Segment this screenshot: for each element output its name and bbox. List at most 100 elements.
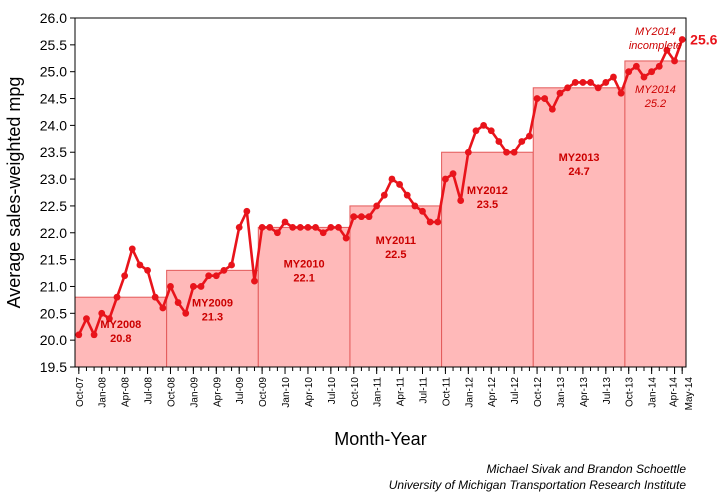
mpg-point — [403, 191, 411, 199]
x-tick-label: Jan-11 — [373, 377, 384, 407]
x-tick-label: Oct-10 — [350, 377, 361, 407]
model-year-bar — [624, 60, 687, 368]
mpg-point — [579, 79, 587, 86]
x-tick-label: Apr-12 — [487, 377, 498, 407]
credit-authors: Michael Sivak and Brandon Schoettle — [486, 462, 686, 476]
mpg-point — [136, 261, 144, 269]
mpg-point — [258, 224, 266, 231]
y-tick-label: 25.5 — [40, 37, 67, 53]
model-year-bar — [532, 87, 626, 368]
x-tick-label: Jan-14 — [648, 377, 659, 408]
mpg-point — [640, 73, 648, 81]
mpg-point — [167, 283, 174, 290]
x-tick-label: Oct-13 — [625, 377, 636, 407]
x-tick-label: Oct-08 — [166, 377, 177, 407]
mpg-point — [648, 68, 656, 76]
y-tick-label: 23.5 — [40, 144, 67, 160]
mpg-point — [90, 331, 98, 339]
mpg-point — [182, 309, 190, 317]
y-tick-label: 19.5 — [40, 359, 67, 375]
x-tick-label: May-14 — [684, 377, 695, 411]
x-tick-label: Jul-09 — [235, 377, 246, 405]
mpg-point — [197, 283, 205, 290]
x-tick-label: Jan-08 — [98, 377, 109, 408]
model-year-label: MY2012 — [467, 185, 508, 197]
model-year-bar — [257, 226, 351, 368]
mpg-point — [625, 68, 633, 76]
mpg-point — [83, 315, 90, 323]
latest-value-label: 25.6 — [690, 31, 717, 47]
x-axis: Oct-07 Jan-08 Apr-08 Jul-08 Oct-08 Jan-09 Apr-… — [75, 367, 695, 410]
mpg-point — [457, 197, 465, 204]
model-year-label: MY2011 — [376, 235, 416, 247]
model-year-bar — [166, 269, 259, 368]
mpg-point — [228, 261, 235, 269]
x-tick-label: Apr-13 — [579, 377, 590, 407]
y-axis: 19.5 20.0 20.5 21.0 21.5 22.0 22.5 23.0 23.5 24.0… — [40, 10, 75, 375]
mpg-point — [663, 46, 671, 54]
mpg-point — [548, 105, 556, 113]
mpg-point — [487, 127, 495, 135]
mpg-point — [610, 73, 617, 81]
mpg-point — [556, 89, 564, 97]
mpg-point — [98, 309, 106, 317]
x-tick-label: Jul-12 — [510, 377, 521, 405]
x-tick-label: Jul-11 — [419, 377, 430, 404]
x-tick-label: Jan-12 — [464, 377, 475, 408]
mpg-point — [289, 224, 297, 231]
mpg-point — [304, 224, 312, 231]
mpg-point — [159, 304, 167, 312]
mpg-point — [105, 315, 113, 323]
mpg-point — [220, 266, 228, 274]
mpg-chart: MY2008 20.8 MY2009 21.3 MY2010 22.1 MY2011 22.5… — [4, 10, 718, 449]
model-year-value: 22.5 — [385, 249, 406, 261]
mpg-point — [480, 121, 488, 129]
model-year-value: 20.8 — [110, 333, 131, 345]
mpg-point — [251, 277, 258, 285]
x-tick-label: Apr-14 — [669, 377, 680, 407]
model-year-value: 22.1 — [293, 272, 314, 284]
x-tick-label: Apr-10 — [304, 377, 315, 407]
mpg-point — [75, 331, 83, 339]
mpg-point — [113, 293, 121, 301]
mpg-point — [594, 84, 602, 92]
incomplete-note-line-1: MY2014 — [635, 26, 676, 38]
x-tick-label: Jan-10 — [281, 377, 292, 408]
model-year-label: MY2014 — [635, 84, 676, 96]
x-tick-label: Apr-09 — [212, 377, 223, 407]
mpg-point — [655, 62, 663, 70]
credit-institution: University of Michigan Transportation Re… — [388, 478, 686, 492]
y-axis-label: Average sales-weighted mpg — [4, 77, 24, 309]
mpg-point — [442, 175, 449, 183]
mpg-point — [335, 224, 342, 231]
x-tick-label: Jan-13 — [556, 377, 567, 408]
y-tick-label: 20.5 — [40, 305, 67, 321]
mpg-point — [587, 79, 594, 86]
x-tick-label: Apr-08 — [121, 377, 132, 407]
y-tick-label: 22.5 — [40, 198, 67, 214]
x-tick-label: Jan-09 — [189, 377, 200, 408]
mpg-point — [411, 202, 419, 210]
mpg-point — [205, 272, 213, 280]
model-year-bars — [74, 60, 687, 368]
mpg-point — [128, 245, 136, 253]
mpg-point — [373, 202, 381, 210]
x-tick-label: Jul-13 — [602, 377, 613, 405]
mpg-point — [281, 218, 289, 226]
x-tick-label: Apr-11 — [396, 377, 407, 407]
y-tick-label: 23.0 — [40, 171, 67, 187]
mpg-point — [151, 293, 159, 301]
mpg-point — [495, 138, 503, 145]
mpg-point — [419, 207, 426, 215]
mpg-point — [212, 272, 220, 280]
mpg-point — [678, 36, 686, 43]
mpg-point — [380, 191, 388, 199]
mpg-point — [296, 224, 304, 231]
mpg-point — [602, 79, 610, 86]
y-tick-label: 21.5 — [40, 252, 67, 268]
model-year-label: MY2010 — [284, 258, 325, 270]
y-tick-label: 21.0 — [40, 278, 67, 294]
x-tick-label: Jul-10 — [327, 377, 338, 405]
model-year-label: MY2008 — [100, 319, 141, 331]
mpg-point — [472, 127, 480, 135]
